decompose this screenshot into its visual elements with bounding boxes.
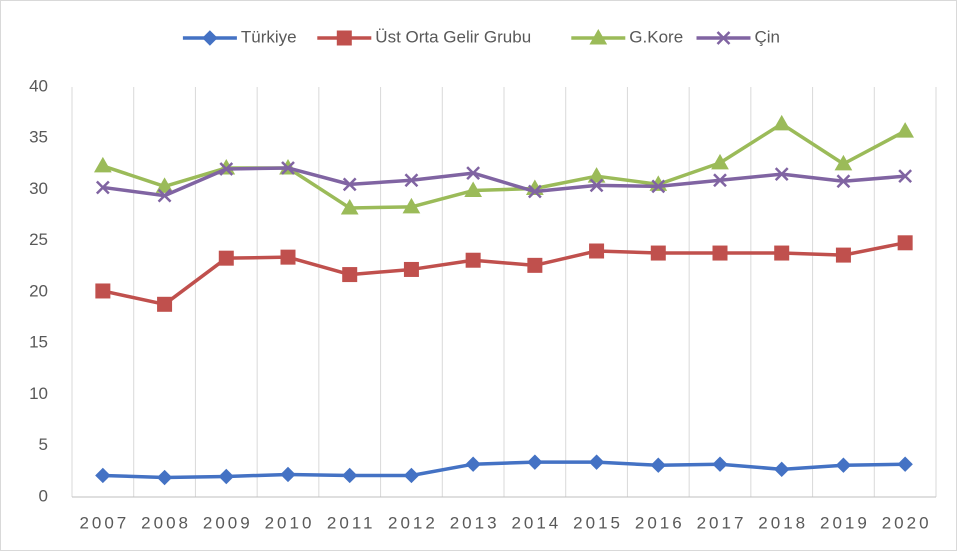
point-marker <box>527 184 542 199</box>
series-line <box>102 460 906 480</box>
x-tick-label: 2020 <box>882 513 932 532</box>
point-marker <box>155 177 174 193</box>
legend-marker <box>716 31 731 45</box>
x-tick-label: 2019 <box>820 513 870 532</box>
point-marker <box>156 469 173 486</box>
point-marker <box>774 245 790 261</box>
point-marker <box>713 173 727 188</box>
x-tick-label: 2017 <box>697 513 747 532</box>
point-marker <box>219 162 234 176</box>
legend-marker <box>589 28 608 45</box>
point-marker <box>897 235 913 251</box>
y-tick-label: 15 <box>29 333 48 352</box>
point-marker <box>527 454 543 470</box>
point-marker <box>587 167 606 183</box>
point-marker <box>835 457 852 473</box>
point-marker <box>650 245 666 261</box>
y-tick-label: 35 <box>29 128 48 147</box>
y-tick-label: 40 <box>29 76 48 95</box>
point-marker <box>835 247 851 263</box>
point-marker <box>589 178 604 193</box>
legend-label: Çin <box>755 27 781 46</box>
legend-marker <box>202 30 218 46</box>
point-marker <box>897 456 913 472</box>
point-marker <box>712 245 728 261</box>
x-tick-label: 2007 <box>79 513 129 532</box>
legend-label: Türkiye <box>241 27 297 46</box>
point-marker <box>466 166 481 180</box>
point-marker <box>340 198 359 215</box>
point-marker <box>772 114 791 131</box>
point-marker <box>218 250 234 266</box>
point-marker <box>465 252 481 268</box>
point-marker <box>95 283 111 299</box>
y-tick-label: 0 <box>39 486 48 505</box>
point-marker <box>836 174 851 189</box>
point-marker <box>157 188 172 203</box>
y-tick-label: 30 <box>29 179 48 198</box>
x-tick-label: 2012 <box>388 513 438 532</box>
point-marker <box>95 467 111 484</box>
point-marker <box>898 169 913 184</box>
point-marker <box>342 467 358 484</box>
x-tick-label: 2011 <box>327 513 376 532</box>
point-marker <box>651 179 666 194</box>
point-marker <box>342 177 357 192</box>
point-marker <box>527 257 543 273</box>
point-marker <box>280 466 296 483</box>
point-marker <box>588 454 605 470</box>
y-tick-label: 25 <box>29 230 48 249</box>
x-tick-label: 2009 <box>203 513 253 532</box>
point-marker <box>157 296 173 312</box>
x-tick-label: 2008 <box>141 513 191 532</box>
point-marker <box>834 154 853 171</box>
point-marker <box>711 153 729 170</box>
point-marker <box>404 173 419 188</box>
legend-label: Üst Orta Gelir Grubu <box>375 27 531 46</box>
point-marker <box>464 181 483 198</box>
point-marker <box>403 261 419 277</box>
x-tick-label: 2016 <box>635 513 685 532</box>
x-tick-label: 2010 <box>265 513 315 532</box>
point-marker <box>93 156 112 173</box>
x-tick-label: 2015 <box>573 513 623 532</box>
point-marker <box>280 249 296 265</box>
y-tick-label: 10 <box>29 384 48 403</box>
legend-marker <box>336 30 352 46</box>
point-marker <box>650 457 666 473</box>
series-line <box>102 166 906 198</box>
point-marker <box>281 161 295 175</box>
x-tick-label: 2014 <box>511 513 561 532</box>
x-tick-label: 2018 <box>758 513 808 532</box>
legend-label: G.Kore <box>629 27 683 46</box>
point-marker <box>712 456 728 472</box>
point-marker <box>402 197 421 214</box>
point-marker <box>896 122 915 138</box>
point-marker <box>465 456 481 472</box>
point-marker <box>589 243 605 259</box>
point-marker <box>218 468 234 485</box>
series-line <box>102 241 906 307</box>
y-tick-label: 20 <box>29 281 48 300</box>
point-marker <box>403 467 420 484</box>
x-tick-label: 2013 <box>450 513 500 532</box>
point-marker <box>95 180 110 195</box>
point-marker <box>342 267 358 283</box>
point-marker <box>774 167 789 182</box>
point-marker <box>774 461 790 478</box>
y-tick-label: 5 <box>39 435 48 454</box>
